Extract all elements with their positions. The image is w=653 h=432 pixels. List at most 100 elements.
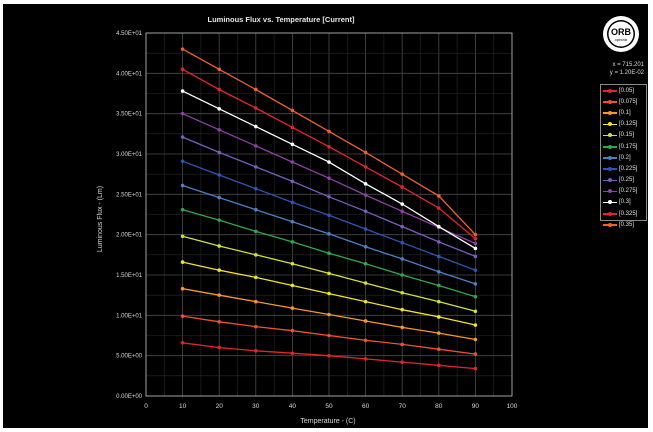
legend-item: [0.225] (601, 163, 646, 174)
data-point (437, 254, 441, 259)
data-point (290, 283, 295, 288)
data-point (217, 345, 221, 350)
data-point (400, 290, 405, 295)
data-point (400, 325, 405, 330)
y-tick-label: 4.50E+01 (116, 31, 143, 37)
data-point (180, 340, 185, 345)
legend-label: [0.125] (619, 121, 638, 128)
series-7 (180, 159, 478, 272)
data-point (217, 218, 221, 222)
legend-swatch-dot (608, 178, 612, 183)
legend-swatch-dot (608, 88, 612, 93)
legend-swatch (603, 222, 617, 228)
legend-item: [0.125] (601, 119, 646, 130)
data-point (254, 186, 258, 191)
data-point (217, 150, 221, 155)
legend-swatch-dot (608, 110, 612, 115)
legend: [0.05] [0.075] [0.1] [0.125] [0.15] [0.175] [0… (600, 84, 647, 228)
legend-item: [0.15] (601, 130, 646, 141)
data-point (400, 273, 405, 277)
legend-item: [0.075] (601, 96, 646, 107)
data-point (473, 241, 478, 246)
data-point (254, 124, 258, 129)
data-point (217, 319, 221, 324)
axes (145, 32, 513, 397)
y-tick-label: 5.00E+00 (116, 354, 143, 360)
data-point (400, 307, 405, 312)
x-tick-label: 0 (144, 403, 148, 410)
data-point (290, 351, 295, 356)
legend-swatch (603, 88, 617, 94)
y-tick-label: 1.50E+01 (116, 273, 143, 279)
legend-swatch-dot (608, 133, 612, 138)
x-tick-labels: 0 10 20 30 40 50 60 70 80 90 100 (144, 403, 518, 410)
data-point (180, 67, 185, 72)
legend-item: [0.325] (601, 208, 646, 219)
legend-item: [0.175] (601, 141, 646, 152)
data-point (290, 108, 295, 113)
data-point (363, 209, 368, 214)
legend-item: [0.05] (601, 85, 646, 96)
legend-swatch-dot (608, 144, 612, 149)
series-9 (180, 111, 478, 246)
data-point (437, 315, 441, 319)
x-tick-label: 70 (399, 403, 407, 410)
data-point (327, 129, 331, 134)
series-1 (180, 314, 478, 356)
y-tick-labels: 0.00E+00 5.00E+00 1.00E+01 1.50E+01 2.00E+01… (116, 31, 143, 400)
chart-title: Luminous Flux vs. Temperature [Current] (208, 15, 355, 24)
readout-x: x = 715.201 (612, 62, 644, 68)
data-point (254, 106, 258, 110)
data-point (327, 312, 331, 317)
data-point (363, 319, 368, 323)
data-point (254, 324, 258, 329)
data-point (327, 176, 331, 180)
data-point (327, 251, 331, 256)
legend-item: [0.25] (601, 175, 646, 186)
legend-label: [0.075] (619, 98, 638, 105)
legend-item: [0.275] (601, 186, 646, 197)
data-point (400, 240, 405, 245)
series-10 (180, 89, 478, 251)
x-tick-label: 100 (507, 403, 518, 410)
data-point (437, 363, 441, 368)
data-point (254, 229, 258, 234)
data-point (254, 144, 258, 148)
data-point (290, 219, 295, 224)
legend-swatch-dot (608, 166, 612, 171)
legend-label: [0.275] (619, 188, 638, 195)
legend-swatch (603, 144, 617, 150)
data-point (363, 244, 368, 249)
data-point (217, 268, 221, 272)
data-point (327, 232, 331, 236)
x-tick-label: 60 (362, 403, 370, 410)
legend-swatch (603, 188, 617, 194)
legend-label: [0.3] (619, 199, 631, 206)
data-point (180, 183, 185, 188)
data-point (400, 172, 405, 176)
data-point (473, 323, 478, 327)
data-point (363, 150, 368, 155)
data-point (400, 202, 405, 206)
data-point (180, 286, 185, 291)
data-point (290, 261, 295, 266)
data-point (180, 260, 185, 264)
chart-canvas: 0 10 20 30 40 50 60 70 80 90 100 0.00E+00 5.00E+00 1… (97, 15, 518, 425)
data-point (437, 206, 441, 210)
legend-swatch (603, 199, 617, 205)
data-point (363, 165, 368, 169)
y-tick-label: 2.50E+01 (116, 192, 143, 198)
data-point (217, 244, 221, 248)
data-point (437, 283, 441, 288)
data-point (363, 182, 368, 186)
data-point (473, 282, 478, 286)
data-point (437, 224, 441, 229)
data-point (290, 328, 295, 333)
data-point (363, 261, 368, 266)
data-point (327, 353, 331, 358)
data-point (363, 227, 368, 231)
data-point (400, 185, 405, 189)
data-point (473, 309, 478, 314)
legend-label: [0.35] (619, 221, 635, 228)
data-point (327, 271, 331, 276)
